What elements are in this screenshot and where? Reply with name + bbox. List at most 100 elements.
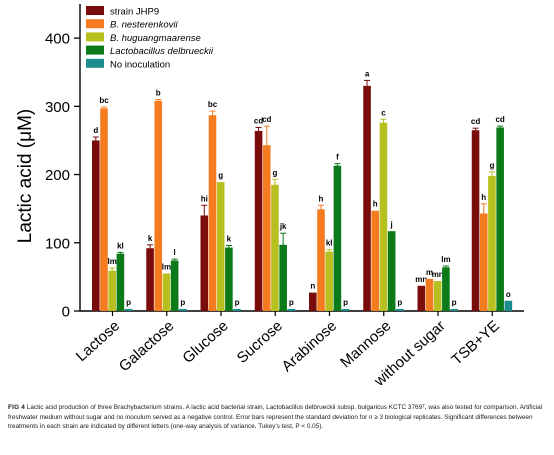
bar bbox=[471, 130, 480, 311]
bar bbox=[425, 278, 434, 311]
bar bbox=[479, 213, 488, 311]
y-tick-label: 300 bbox=[45, 99, 70, 116]
x-tick-label: Glucose bbox=[179, 317, 231, 366]
significance-letter: kl bbox=[117, 241, 124, 250]
bar bbox=[363, 85, 371, 311]
bar bbox=[387, 231, 396, 311]
significance-letter: hi bbox=[201, 194, 208, 203]
legend-label: B. huguangmaarense bbox=[110, 33, 201, 44]
x-tick-label: Sucrose bbox=[234, 317, 286, 366]
bar bbox=[317, 209, 325, 311]
bar bbox=[154, 100, 163, 312]
bar bbox=[146, 248, 154, 311]
significance-letter: bc bbox=[99, 96, 109, 105]
x-tick-label: Galactose bbox=[116, 317, 178, 375]
significance-letter: k bbox=[148, 234, 153, 243]
bar bbox=[333, 165, 342, 311]
bar bbox=[396, 308, 404, 311]
significance-letter: g bbox=[490, 161, 495, 170]
bar bbox=[504, 300, 513, 311]
bar bbox=[92, 140, 100, 311]
significance-letter: b bbox=[156, 89, 161, 98]
bar bbox=[225, 247, 233, 311]
bar bbox=[496, 127, 504, 311]
significance-letter: k bbox=[227, 235, 232, 244]
bar bbox=[108, 270, 116, 311]
legend-label: B. nesterenkovii bbox=[110, 20, 178, 31]
bar bbox=[325, 251, 333, 311]
significance-letter: p bbox=[452, 298, 457, 307]
bar bbox=[116, 253, 125, 311]
significance-letter: l bbox=[174, 248, 176, 257]
significance-letter: cd bbox=[495, 115, 504, 124]
significance-letter: f bbox=[336, 153, 339, 162]
bar bbox=[262, 145, 271, 311]
significance-letter: p bbox=[235, 298, 240, 307]
bar bbox=[271, 184, 279, 311]
bar bbox=[433, 280, 442, 311]
significance-letter: cd bbox=[471, 117, 480, 126]
significance-letter: d bbox=[93, 126, 98, 135]
bar bbox=[379, 122, 388, 311]
chart-bars: dbclmklpkblmlphibcgkpcdcdgjkpnhklfpahcjp… bbox=[92, 69, 513, 312]
legend-swatch bbox=[86, 45, 104, 55]
legend-swatch bbox=[86, 32, 104, 42]
significance-letter: a bbox=[365, 69, 370, 78]
legend-label: strain JHP9 bbox=[110, 7, 159, 18]
bar bbox=[488, 175, 496, 311]
x-tick-label: TSB+YE bbox=[448, 317, 502, 368]
significance-letter: n bbox=[310, 282, 315, 291]
legend-label: No inoculation bbox=[110, 59, 170, 70]
bar bbox=[371, 210, 380, 311]
significance-letter: p bbox=[289, 298, 294, 307]
bar bbox=[179, 308, 187, 311]
bar bbox=[309, 292, 317, 311]
bar bbox=[124, 308, 133, 311]
bar bbox=[170, 260, 179, 311]
significance-letter: p bbox=[126, 298, 131, 307]
bar bbox=[200, 215, 209, 311]
significance-letter: g bbox=[218, 171, 223, 180]
legend-label: Lactobacillus delbrueckii bbox=[110, 46, 214, 57]
significance-letter: p bbox=[180, 298, 185, 307]
significance-letter: cd bbox=[254, 116, 263, 125]
bar bbox=[442, 267, 450, 311]
bar bbox=[450, 308, 458, 311]
bar bbox=[279, 244, 287, 311]
significance-letter: lm bbox=[441, 255, 450, 264]
y-tick-label: 0 bbox=[62, 304, 70, 321]
y-tick-label: 200 bbox=[45, 167, 70, 184]
significance-letter: mn bbox=[432, 270, 444, 279]
legend-swatch bbox=[86, 58, 104, 68]
significance-letter: g bbox=[273, 168, 278, 177]
legend-swatch bbox=[86, 6, 104, 15]
figure-caption: FIG 4 Lactic acid production of three Br… bbox=[8, 403, 548, 432]
significance-letter: c bbox=[381, 108, 386, 117]
significance-letter: p bbox=[343, 298, 348, 307]
significance-letter: mn bbox=[415, 275, 427, 284]
significance-letter: j bbox=[390, 220, 393, 229]
bar bbox=[216, 182, 225, 311]
significance-letter: h bbox=[373, 200, 378, 209]
y-tick-label: 400 bbox=[45, 31, 70, 48]
x-tick-label: Arabinose bbox=[279, 317, 341, 375]
significance-letter: jk bbox=[279, 222, 287, 231]
significance-letter: kl bbox=[326, 239, 333, 248]
y-axis-label: Lactic acid (μM) bbox=[15, 109, 36, 243]
bar bbox=[208, 115, 217, 311]
significance-letter: cd bbox=[262, 115, 271, 124]
x-tick-label: Lactose bbox=[73, 317, 123, 365]
significance-letter: lm bbox=[162, 262, 171, 271]
significance-letter: m bbox=[426, 268, 433, 277]
bar bbox=[162, 273, 171, 311]
y-tick-label: 100 bbox=[45, 235, 70, 252]
legend-swatch bbox=[86, 19, 104, 29]
bar bbox=[100, 108, 108, 311]
chart-legend: strain JHP9 B. nesterenkovii B. huguangmaa… bbox=[86, 6, 214, 70]
bar bbox=[254, 130, 263, 311]
bar bbox=[341, 308, 350, 311]
significance-letter: bc bbox=[208, 100, 218, 109]
significance-letter: h bbox=[319, 194, 324, 203]
bar bbox=[233, 308, 241, 311]
